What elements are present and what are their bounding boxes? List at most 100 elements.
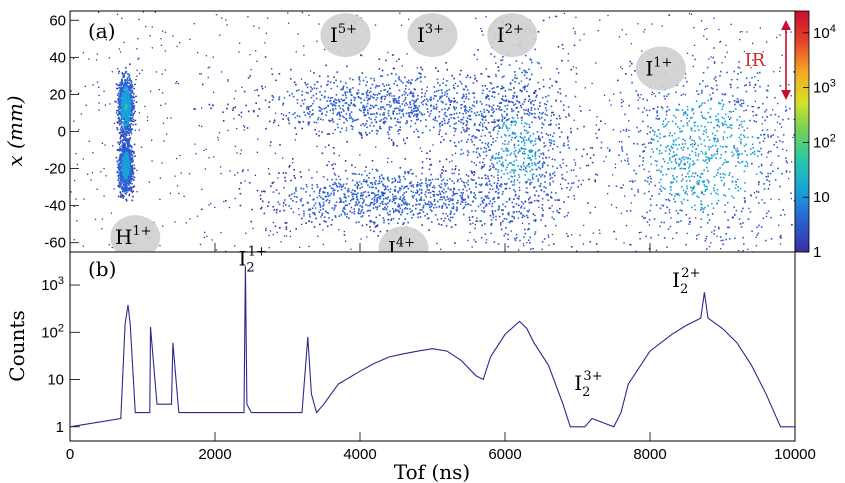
heatmap-cell	[124, 192, 126, 195]
heatmap-cell	[123, 169, 126, 172]
heatmap-cell	[767, 134, 769, 136]
heatmap-cell	[705, 237, 707, 240]
heatmap-cell	[500, 169, 503, 172]
heatmap-cell	[415, 128, 418, 131]
heatmap-cell	[394, 98, 397, 100]
heatmap-cell	[354, 105, 357, 107]
heatmap-cell	[484, 174, 486, 177]
heatmap-cell	[527, 178, 530, 181]
heatmap-cell	[704, 151, 707, 153]
heatmap-cell	[117, 84, 119, 86]
heatmap-cell	[506, 104, 509, 107]
heatmap-cell	[363, 105, 365, 108]
heatmap-cell	[620, 186, 622, 189]
heatmap-cell	[683, 158, 686, 161]
heatmap-cell	[120, 80, 123, 83]
heatmap-cell	[362, 93, 365, 95]
heatmap-cell	[446, 109, 449, 111]
heatmap-cell	[420, 112, 423, 115]
heatmap-cell	[513, 120, 515, 123]
heatmap-cell	[541, 113, 543, 115]
heatmap-cell	[473, 96, 476, 99]
heatmap-cell	[437, 194, 440, 196]
heatmap-cell	[417, 130, 419, 133]
heatmap-cell	[368, 186, 371, 188]
heatmap-cell	[336, 114, 338, 116]
heatmap-cell	[494, 158, 496, 160]
heatmap-cell	[618, 154, 620, 157]
heatmap-cell	[467, 196, 470, 199]
heatmap-cell	[445, 158, 448, 161]
heatmap-cell	[324, 95, 326, 98]
heatmap-cell	[307, 202, 309, 204]
heatmap-cell	[507, 163, 509, 166]
heatmap-cell	[486, 182, 488, 184]
heatmap-cell	[711, 132, 714, 135]
heatmap-cell	[125, 181, 127, 183]
heatmap-cell	[388, 101, 391, 103]
heatmap-cell	[440, 218, 443, 220]
heatmap-cell	[437, 70, 439, 72]
heatmap-cell	[459, 73, 461, 76]
heatmap-cell	[126, 82, 129, 84]
heatmap-cell	[538, 118, 541, 120]
heatmap-cell	[560, 166, 563, 169]
heatmap-cell	[519, 135, 522, 138]
heatmap-cell	[468, 118, 471, 121]
heatmap-cell	[327, 212, 330, 215]
heatmap-cell	[128, 112, 131, 114]
heatmap-cell	[398, 58, 400, 60]
heatmap-cell	[528, 201, 530, 204]
heatmap-cell	[400, 204, 403, 206]
heatmap-cell	[238, 114, 240, 116]
heatmap-cell	[513, 198, 515, 200]
heatmap-cell	[525, 139, 528, 141]
heatmap-cell	[580, 110, 582, 112]
heatmap-cell	[123, 102, 125, 104]
heatmap-cell	[497, 177, 499, 179]
heatmap-cell	[498, 107, 500, 110]
heatmap-cell	[491, 210, 494, 212]
heatmap-cell	[497, 124, 500, 126]
heatmap-cell	[481, 92, 484, 95]
heatmap-cell	[724, 145, 727, 148]
heatmap-cell	[699, 83, 701, 85]
heatmap-cell	[545, 109, 548, 112]
heatmap-cell	[659, 207, 662, 210]
heatmap-cell	[589, 157, 592, 159]
heatmap-cell	[129, 162, 131, 165]
heatmap-cell	[405, 92, 407, 94]
heatmap-cell	[488, 180, 491, 182]
heatmap-cell	[380, 127, 382, 130]
heatmap-cell	[508, 141, 510, 143]
heatmap-cell	[549, 173, 551, 175]
heatmap-cell	[351, 198, 353, 201]
heatmap-cell	[123, 112, 126, 114]
heatmap-cell	[396, 84, 398, 87]
heatmap-cell	[549, 182, 551, 185]
heatmap-cell	[132, 190, 134, 192]
heatmap-cell	[654, 131, 656, 133]
heatmap-cell	[386, 185, 389, 188]
heatmap-cell	[539, 112, 541, 114]
heatmap-cell	[127, 73, 129, 75]
heatmap-cell	[313, 72, 315, 74]
heatmap-cell	[302, 188, 305, 190]
heatmap-cell	[124, 127, 126, 130]
heatmap-cell	[458, 169, 460, 171]
heatmap-cell	[126, 155, 128, 157]
heatmap-cell	[393, 210, 395, 212]
heatmap-cell	[118, 116, 120, 119]
heatmap-cell	[716, 202, 718, 204]
heatmap-cell	[556, 199, 559, 201]
heatmap-cell	[333, 146, 335, 149]
heatmap-cell	[128, 179, 130, 182]
heatmap-cell	[514, 132, 516, 135]
heatmap-cell	[272, 205, 274, 208]
heatmap-cell	[550, 142, 553, 144]
heatmap-cell	[335, 216, 337, 218]
heatmap-cell	[388, 137, 390, 140]
heatmap-cell	[523, 109, 525, 111]
heatmap-cell	[127, 102, 129, 105]
heatmap-cell	[708, 160, 711, 162]
